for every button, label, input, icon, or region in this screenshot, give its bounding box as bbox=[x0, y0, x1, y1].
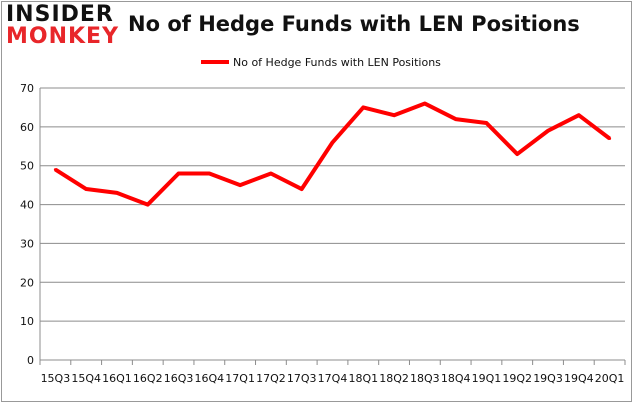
x-tick-label: 18Q4 bbox=[441, 372, 471, 385]
data-point bbox=[177, 171, 181, 175]
x-tick-label: 19Q3 bbox=[533, 372, 563, 385]
data-point bbox=[423, 102, 427, 106]
y-tick-label: 40 bbox=[20, 199, 34, 212]
x-tick-label: 17Q3 bbox=[287, 372, 317, 385]
y-tick-label: 0 bbox=[27, 354, 34, 367]
x-tick-label: 17Q1 bbox=[225, 372, 255, 385]
logo-line2: MONKEY bbox=[6, 24, 120, 49]
x-tick-label: 20Q1 bbox=[595, 372, 625, 385]
data-point bbox=[300, 187, 304, 191]
logo-line1: INSIDER bbox=[6, 2, 114, 27]
x-tick-label: 17Q2 bbox=[256, 372, 286, 385]
data-point bbox=[115, 191, 119, 195]
y-tick-label: 30 bbox=[20, 237, 34, 250]
data-point bbox=[608, 137, 612, 141]
x-tick-label: 15Q4 bbox=[71, 372, 101, 385]
x-tick-label: 18Q2 bbox=[379, 372, 409, 385]
y-tick-label: 60 bbox=[20, 121, 34, 134]
x-tick-label: 19Q1 bbox=[472, 372, 502, 385]
data-point bbox=[84, 187, 88, 191]
data-point bbox=[392, 113, 396, 117]
x-tick-label: 16Q4 bbox=[195, 372, 225, 385]
chart-title: No of Hedge Funds with LEN Positions bbox=[128, 12, 580, 36]
x-tick-label: 16Q3 bbox=[164, 372, 194, 385]
data-point bbox=[238, 183, 242, 187]
x-tick-label: 17Q4 bbox=[318, 372, 348, 385]
legend-label: No of Hedge Funds with LEN Positions bbox=[233, 56, 441, 69]
series-line bbox=[54, 101, 611, 207]
x-tick-label: 16Q1 bbox=[102, 372, 132, 385]
x-tick-label: 19Q4 bbox=[564, 372, 594, 385]
data-point bbox=[146, 203, 150, 207]
x-tick-label: 16Q2 bbox=[133, 372, 163, 385]
data-point bbox=[454, 117, 458, 121]
data-point bbox=[361, 105, 365, 109]
y-tick-label: 10 bbox=[20, 315, 34, 328]
y-tick-label: 20 bbox=[20, 276, 34, 289]
data-point bbox=[577, 113, 581, 117]
data-point bbox=[207, 171, 211, 175]
data-point bbox=[53, 168, 57, 172]
y-tick-label: 50 bbox=[20, 160, 34, 173]
x-tick-label: 18Q1 bbox=[348, 372, 378, 385]
data-point bbox=[515, 152, 519, 156]
data-point bbox=[546, 129, 550, 133]
data-point bbox=[269, 171, 273, 175]
data-point bbox=[331, 140, 334, 144]
data-point bbox=[484, 121, 488, 125]
y-tick-label: 70 bbox=[20, 82, 34, 95]
x-tick-label: 19Q2 bbox=[502, 372, 532, 385]
x-tick-label: 15Q3 bbox=[41, 372, 71, 385]
insider-monkey-logo: INSIDER MONKEY bbox=[6, 2, 120, 49]
x-tick-label: 18Q3 bbox=[410, 372, 440, 385]
